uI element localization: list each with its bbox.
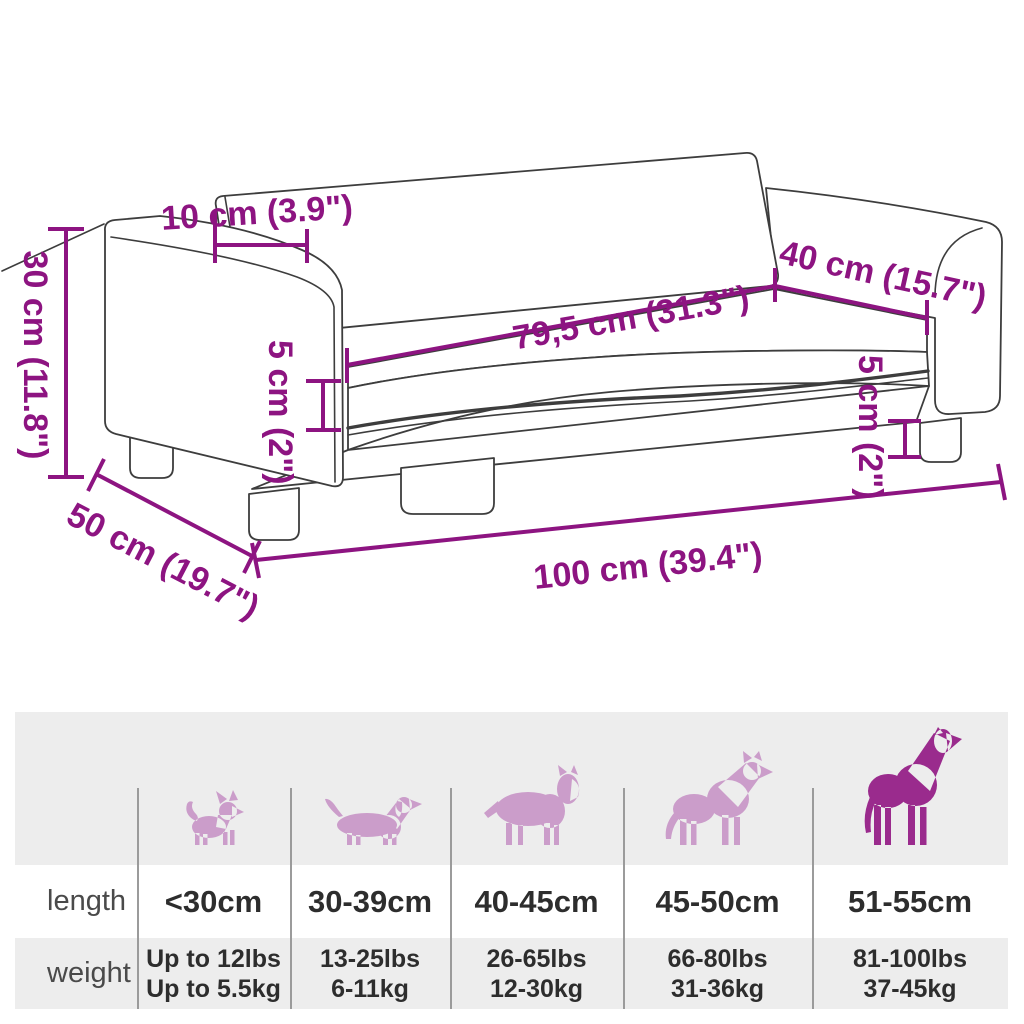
weight-value: 66-80lbs 31-36kg bbox=[623, 938, 812, 1009]
weight-kg: 37-45kg bbox=[863, 974, 957, 1003]
bull-terrier-icon bbox=[450, 712, 623, 865]
dimension-lines bbox=[48, 210, 1007, 579]
weight-lbs: 81-100lbs bbox=[853, 944, 967, 973]
weight-kg: 12-30kg bbox=[489, 974, 584, 1003]
chihuahua-icon bbox=[137, 712, 290, 865]
weight-row-label: weight bbox=[47, 957, 131, 989]
weight-value: Up to 12lbs Up to 5.5kg bbox=[137, 938, 290, 1009]
column-separator bbox=[137, 788, 139, 1009]
dog-size-chart: length <30cm 30-39cm 40-45cm 45-50cm 51-… bbox=[15, 712, 1008, 1009]
weight-lbs: 26-65lbs bbox=[486, 944, 587, 973]
weight-lbs: Up to 12lbs bbox=[146, 944, 281, 973]
length-row-label: length bbox=[47, 885, 127, 917]
dim-leg-height: 5 cm (2") bbox=[851, 355, 889, 500]
length-value: 51-55cm bbox=[847, 883, 973, 919]
weight-value: 13-25lbs 6-11kg bbox=[290, 938, 450, 1009]
length-row-background bbox=[15, 865, 1008, 938]
corner-cell bbox=[15, 712, 137, 865]
length-value: <30cm bbox=[164, 883, 263, 919]
column-separator bbox=[623, 788, 625, 1009]
weight-value: 81-100lbs 37-45kg bbox=[812, 938, 1008, 1009]
weight-kg: Up to 5.5kg bbox=[146, 974, 281, 1003]
dim-height: 30 cm (11.8") bbox=[16, 250, 54, 460]
column-separator bbox=[812, 788, 814, 1009]
length-value: 40-45cm bbox=[474, 883, 599, 919]
german-shepherd-icon bbox=[623, 712, 812, 865]
weight-value: 26-65lbs 12-30kg bbox=[450, 938, 623, 1009]
weight-lbs: 66-80lbs bbox=[667, 944, 768, 973]
length-value: 45-50cm bbox=[655, 883, 780, 919]
weight-lbs: 13-25lbs bbox=[319, 944, 421, 973]
weight-row-background bbox=[15, 938, 1008, 1009]
great-dane-icon bbox=[812, 712, 1008, 865]
sofa-line-drawing bbox=[1, 152, 1007, 579]
length-value: 30-39cm bbox=[307, 883, 433, 919]
column-separator bbox=[450, 788, 452, 1009]
dim-cushion-thickness: 5 cm (2") bbox=[261, 340, 299, 485]
column-separator bbox=[290, 788, 292, 1009]
weight-kg: 6-11kg bbox=[331, 974, 409, 1003]
weight-kg: 31-36kg bbox=[670, 974, 765, 1003]
dachshund-icon bbox=[290, 712, 450, 865]
